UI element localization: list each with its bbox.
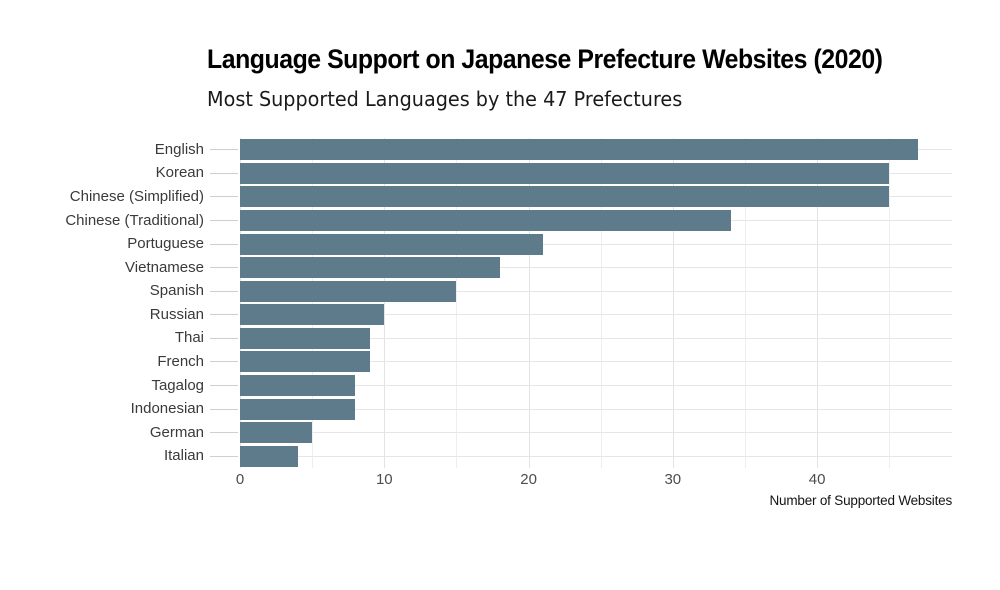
y-axis-label: Italian bbox=[163, 447, 204, 465]
minor-gridline bbox=[456, 138, 458, 468]
y-axis-label: Korean bbox=[155, 164, 204, 182]
bar-tagalog bbox=[240, 375, 356, 396]
x-axis-tick-label: 40 bbox=[808, 471, 826, 488]
bar-thai bbox=[240, 327, 370, 349]
y-axis-tick bbox=[210, 172, 238, 174]
y-axis-tick bbox=[210, 149, 238, 151]
bar-vietnamese bbox=[240, 257, 500, 279]
bar-russian bbox=[240, 304, 385, 326]
x-axis-caption: Number of Supported Websites bbox=[769, 493, 953, 508]
row-gridline bbox=[240, 314, 952, 316]
y-axis-label: Indonesian bbox=[130, 400, 204, 418]
x-axis-tick-label: 10 bbox=[375, 471, 393, 488]
minor-gridline bbox=[889, 138, 891, 468]
major-gridline bbox=[240, 138, 241, 468]
bar-chinese-simplified bbox=[240, 186, 890, 208]
y-axis-tick bbox=[210, 432, 238, 434]
row-gridline bbox=[240, 267, 952, 269]
row-gridline bbox=[240, 432, 952, 434]
bar-italian bbox=[240, 445, 298, 467]
row-gridline bbox=[240, 385, 952, 386]
major-gridline bbox=[817, 138, 819, 468]
y-axis-tick bbox=[210, 220, 238, 221]
y-axis-tick bbox=[210, 385, 238, 386]
plot-area bbox=[240, 138, 952, 468]
row-gridline bbox=[240, 408, 952, 410]
x-axis-tick-label: 0 bbox=[235, 471, 245, 488]
bar-spanish bbox=[240, 280, 457, 302]
bar-indonesian bbox=[240, 398, 356, 420]
major-gridline bbox=[384, 138, 386, 468]
y-axis-label: Thai bbox=[174, 329, 204, 347]
major-gridline bbox=[528, 138, 530, 468]
y-axis-tick bbox=[210, 408, 238, 410]
y-axis-label: French bbox=[157, 352, 204, 370]
x-axis-tick-label: 20 bbox=[520, 471, 537, 488]
row-gridline bbox=[240, 243, 952, 245]
minor-gridline bbox=[745, 138, 746, 468]
y-axis-tick bbox=[210, 455, 238, 457]
row-gridline bbox=[240, 455, 952, 457]
y-axis-tick bbox=[210, 290, 238, 292]
row-gridline bbox=[240, 361, 952, 363]
y-axis-label: Vietnamese bbox=[125, 258, 204, 276]
bar-portuguese bbox=[240, 233, 543, 255]
y-axis-label: Portuguese bbox=[127, 235, 204, 253]
y-axis-tick bbox=[210, 361, 238, 363]
y-axis-label: Russian bbox=[149, 305, 204, 323]
x-axis-tick-label: 30 bbox=[664, 471, 682, 488]
minor-gridline bbox=[312, 138, 314, 468]
y-axis-label: German bbox=[149, 423, 204, 441]
y-axis-tick bbox=[210, 243, 238, 245]
major-gridline bbox=[672, 138, 674, 468]
row-gridline bbox=[240, 337, 952, 339]
minor-gridline bbox=[600, 138, 602, 468]
y-axis-tick bbox=[210, 314, 238, 316]
bar-korean bbox=[240, 162, 890, 184]
chart-title: Language Support on Japanese Prefecture … bbox=[207, 44, 883, 74]
bar-french bbox=[240, 351, 370, 373]
bar-english bbox=[240, 139, 919, 161]
bar-german bbox=[240, 422, 313, 444]
y-axis-label: English bbox=[154, 140, 204, 158]
y-axis-label: Spanish bbox=[149, 282, 204, 300]
y-axis-label: Chinese (Traditional) bbox=[65, 211, 204, 229]
chart-subtitle: Most Supported Languages by the 47 Prefe… bbox=[207, 87, 683, 111]
y-axis-label: Chinese (Simplified) bbox=[69, 187, 204, 205]
y-axis-label: Tagalog bbox=[151, 376, 204, 394]
bar-chinese-traditional bbox=[240, 210, 731, 231]
y-axis-tick bbox=[210, 337, 238, 339]
y-axis-tick bbox=[210, 196, 238, 198]
row-gridline bbox=[240, 290, 952, 292]
y-axis-tick bbox=[210, 267, 238, 269]
